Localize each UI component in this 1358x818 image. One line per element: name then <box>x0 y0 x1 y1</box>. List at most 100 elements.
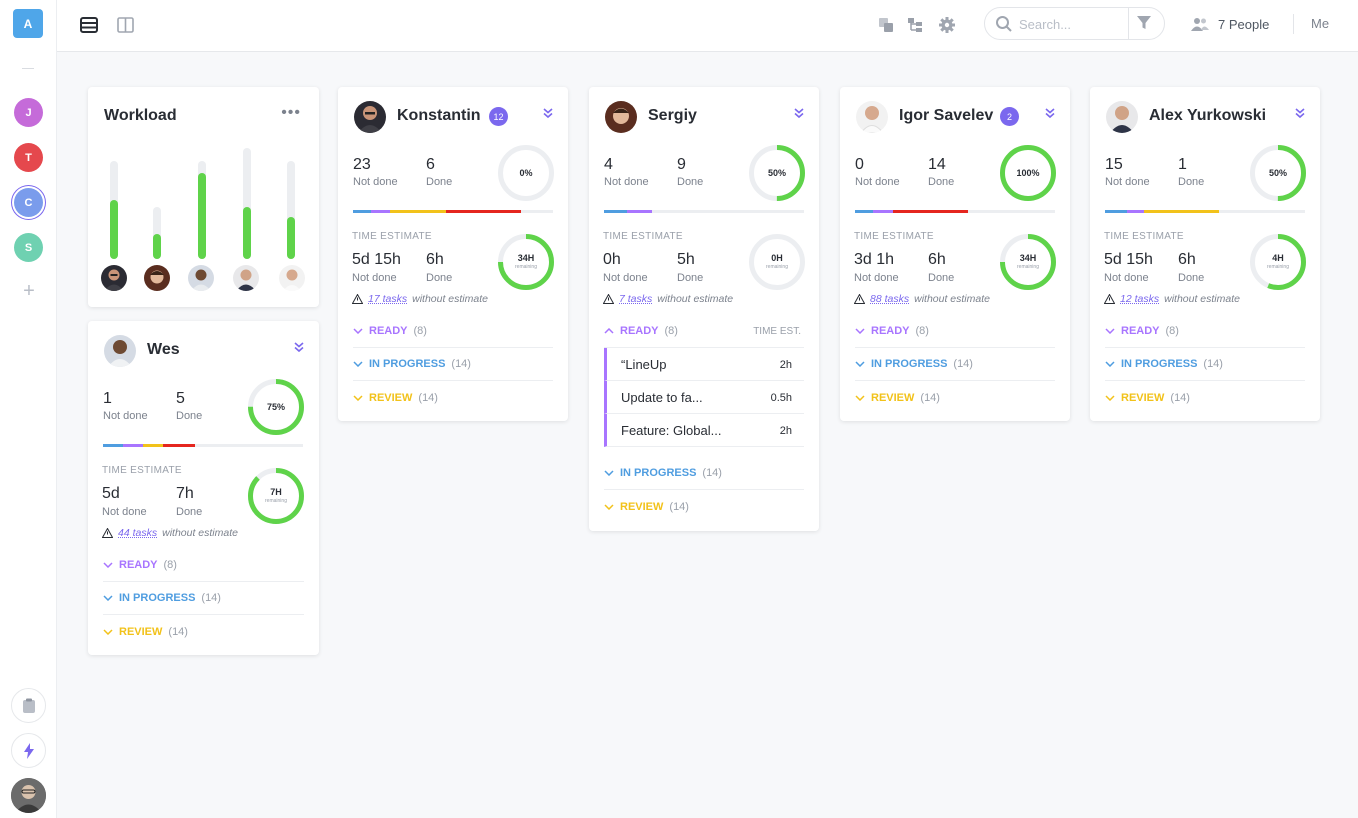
space-avatar-j[interactable]: J <box>14 98 43 127</box>
space-avatar-s[interactable]: S <box>14 233 43 262</box>
status-group-in-progress[interactable]: IN PROGRESS (14) <box>1105 348 1305 381</box>
warning-icon <box>854 294 865 304</box>
status-label: IN PROGRESS <box>369 358 446 370</box>
remaining-ring: 7H remaining <box>247 467 305 525</box>
tasks-link[interactable]: 7 tasks <box>619 293 653 305</box>
chevron-down-icon <box>1105 359 1115 369</box>
search-input[interactable] <box>1019 14 1119 34</box>
person-card-konstantin: Konstantin 12 23 Not done 6 Done 0% TIME… <box>338 87 568 421</box>
person-avatar <box>144 265 170 291</box>
task-time: 2h <box>779 425 792 437</box>
left-sidebar: A J T C S + <box>0 0 57 818</box>
status-label: REVIEW <box>620 500 664 513</box>
people-count: 7 People <box>1218 16 1270 32</box>
add-space-icon[interactable]: + <box>23 280 35 302</box>
status-group-review[interactable]: REVIEW (14) <box>604 490 804 523</box>
workload-bar <box>198 161 206 259</box>
collapse-chevron-icon[interactable] <box>793 107 805 119</box>
avatar-wes[interactable] <box>188 265 214 291</box>
filter-icon[interactable] <box>1137 16 1151 30</box>
status-group-review[interactable]: REVIEW (14) <box>103 615 304 648</box>
settings-gear-icon[interactable] <box>937 15 957 35</box>
space-avatar-t[interactable]: T <box>14 143 43 172</box>
more-options-icon[interactable]: ••• <box>281 104 301 121</box>
status-group-review[interactable]: REVIEW (14) <box>1105 381 1305 414</box>
status-label: IN PROGRESS <box>119 592 196 604</box>
avatar-sergiy[interactable] <box>144 265 170 291</box>
workspace-avatar[interactable]: A <box>13 9 43 38</box>
person-avatar <box>233 265 259 291</box>
automation-button[interactable] <box>11 733 46 768</box>
avatar-alex[interactable] <box>233 265 259 291</box>
hierarchy-icon[interactable] <box>905 15 925 35</box>
person-card-sergiy: Sergiy 4 Not done 9 Done 50% TIME ESTIMA… <box>589 87 819 531</box>
status-group-in-progress[interactable]: IN PROGRESS (14) <box>604 457 804 490</box>
progress-track <box>103 444 303 447</box>
collapse-chevron-icon[interactable] <box>542 107 554 119</box>
estimate-not-done: 5d <box>102 485 120 502</box>
task-row[interactable]: “LineUp 2h <box>604 348 804 381</box>
status-group-review[interactable]: REVIEW (14) <box>353 381 553 414</box>
not-done-label: Not done <box>352 272 397 284</box>
not-done-label: Not done <box>1104 272 1149 284</box>
status-group-ready[interactable]: READY (8) <box>353 315 553 348</box>
not-done-count: 0 <box>855 156 864 173</box>
time-estimate-label: TIME ESTIMATE <box>603 231 683 242</box>
status-label: IN PROGRESS <box>620 467 697 479</box>
estimate-warning: 44 tasks without estimate <box>102 527 238 539</box>
task-row[interactable]: Feature: Global... 2h <box>604 414 804 447</box>
progress-segment <box>1144 210 1219 213</box>
people-button[interactable]: 7 People <box>1191 14 1269 34</box>
remaining-hours: 4H <box>1272 253 1284 263</box>
list-view-icon[interactable] <box>79 15 99 35</box>
remaining-hours: 34H <box>1019 253 1037 263</box>
task-row[interactable]: Update to fa... 0.5h <box>604 381 804 414</box>
board-view-icon[interactable] <box>115 15 135 35</box>
status-group-in-progress[interactable]: IN PROGRESS (14) <box>855 348 1055 381</box>
tasks-link[interactable]: 88 tasks <box>870 293 910 305</box>
avatar-igor[interactable] <box>279 265 305 291</box>
chevron-down-icon <box>1105 393 1115 403</box>
collapse-chevron-icon[interactable] <box>1044 107 1056 119</box>
not-done-count: 1 <box>103 390 112 407</box>
status-group-in-progress[interactable]: IN PROGRESS (14) <box>103 582 304 615</box>
warning-icon <box>352 294 363 304</box>
space-avatar-c[interactable]: C <box>14 188 43 217</box>
remaining-hours: 34H <box>517 253 535 263</box>
copy-icon[interactable] <box>876 15 896 35</box>
status-count: (14) <box>1170 391 1190 404</box>
completion-ring: 75% <box>247 378 305 436</box>
person-name: Wes <box>147 341 180 358</box>
status-group-ready[interactable]: READY (8) TIME EST. <box>604 315 804 348</box>
workload-bar-fill <box>198 173 206 259</box>
person-name: Alex Yurkowski <box>1149 107 1267 124</box>
status-group-ready[interactable]: READY (8) <box>103 549 304 582</box>
status-group-ready[interactable]: READY (8) <box>855 315 1055 348</box>
workload-bar-fill <box>110 200 118 259</box>
progress-segment <box>103 444 123 447</box>
workload-title: Workload <box>104 107 177 124</box>
tasks-link[interactable]: 12 tasks <box>1120 293 1160 305</box>
estimate-not-done: 0h <box>603 251 621 268</box>
comment-badge[interactable]: 2 <box>1000 107 1019 126</box>
progress-segment <box>446 210 521 213</box>
tasks-link[interactable]: 44 tasks <box>118 527 158 539</box>
workload-bar <box>110 161 118 259</box>
user-avatar[interactable] <box>11 778 46 813</box>
chevron-down-icon <box>353 393 363 403</box>
status-group-in-progress[interactable]: IN PROGRESS (14) <box>353 348 553 381</box>
collapse-chevron-icon[interactable] <box>1294 107 1306 119</box>
status-group-ready[interactable]: READY (8) <box>1105 315 1305 348</box>
comment-badge[interactable]: 12 <box>489 107 508 126</box>
remaining-label: remaining <box>766 264 788 270</box>
done-count: 1 <box>1178 156 1187 173</box>
estimate-done: 6h <box>1178 251 1196 268</box>
remaining-hours: 0H <box>771 253 783 263</box>
clipboard-button[interactable] <box>11 688 46 723</box>
chevron-down-icon <box>103 593 113 603</box>
avatar-konstantin[interactable] <box>101 265 127 291</box>
status-group-review[interactable]: REVIEW (14) <box>855 381 1055 414</box>
tasks-link[interactable]: 17 tasks <box>368 293 408 305</box>
me-filter[interactable]: Me <box>1311 16 1330 31</box>
collapse-chevron-icon[interactable] <box>293 341 305 353</box>
